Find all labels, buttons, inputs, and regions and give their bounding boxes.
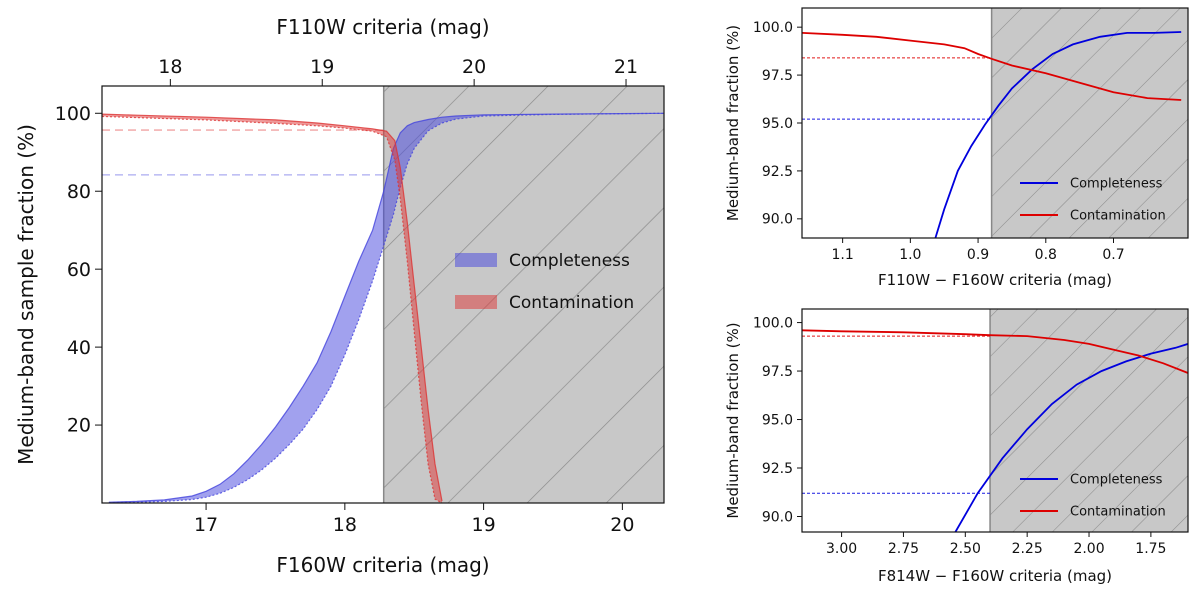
plot-area bbox=[802, 309, 1188, 532]
x-tick-label: 1.0 bbox=[899, 247, 921, 263]
plot-area bbox=[102, 86, 664, 503]
series-line-contamination bbox=[802, 329, 1188, 374]
x-axis-label: F110W − F160W criteria (mag) bbox=[878, 271, 1112, 289]
legend-label-completeness: Completeness bbox=[1070, 473, 1163, 488]
x2-axis-label: F110W criteria (mag) bbox=[276, 15, 489, 39]
plot-area bbox=[802, 8, 1188, 238]
x2-tick-label: 18 bbox=[158, 56, 182, 78]
x-tick-label: 2.25 bbox=[1012, 541, 1043, 557]
x-tick-label: 3.00 bbox=[826, 541, 857, 557]
x2-tick-label: 20 bbox=[462, 56, 486, 78]
x2-tick-label: 19 bbox=[310, 56, 334, 78]
top-right-panel: 1.1 1.0 0.9 0.8 0.7 90.0 92.5 95.0 97.5 100.0 F110… bbox=[724, 7, 1189, 289]
y-tick-label: 100.0 bbox=[753, 20, 793, 36]
x-tick-label: 20 bbox=[610, 514, 634, 536]
legend: Completeness Contamination bbox=[455, 251, 634, 313]
y-tick-label: 92.5 bbox=[762, 461, 793, 477]
x-axis-label: F160W criteria (mag) bbox=[276, 553, 489, 577]
y-tick-label: 80 bbox=[67, 181, 91, 203]
x-tick-label: 1.1 bbox=[831, 247, 853, 263]
band-upper-completeness bbox=[108, 112, 664, 503]
legend-swatch-completeness bbox=[455, 253, 497, 267]
axes-frame bbox=[101, 85, 665, 504]
x-tick-label: 2.50 bbox=[950, 541, 981, 557]
y-tick-label: 100 bbox=[55, 103, 91, 125]
main-panel: 17 18 19 20 20 40 60 80 100 18 19 20 21 F110W criteri… bbox=[14, 15, 665, 577]
legend: Completeness Contamination bbox=[1020, 473, 1166, 520]
x-tick-label: 0.9 bbox=[967, 247, 989, 263]
x-tick-label: 17 bbox=[194, 514, 218, 536]
band-completeness bbox=[108, 113, 664, 503]
axes-frame bbox=[801, 308, 1189, 533]
y-tick-label: 97.5 bbox=[762, 68, 793, 84]
y-tick-label: 95.0 bbox=[762, 116, 793, 132]
x-tick-label: 1.75 bbox=[1135, 541, 1166, 557]
y-tick-label: 60 bbox=[67, 259, 91, 281]
legend-label-completeness: Completeness bbox=[509, 251, 630, 271]
legend-label-contamination: Contamination bbox=[1070, 209, 1166, 224]
y-tick-label: 40 bbox=[67, 337, 91, 359]
band-upper-contamination bbox=[102, 113, 443, 502]
legend-swatch-contamination bbox=[455, 295, 497, 309]
y-tick-label: 97.5 bbox=[762, 364, 793, 380]
x-tick-label: 18 bbox=[333, 514, 357, 536]
bottom-right-panel: 3.00 2.75 2.50 2.25 2.00 1.75 90.0 92.5 95.0 97.5… bbox=[724, 308, 1189, 585]
x-tick-label: 19 bbox=[472, 514, 496, 536]
x-axis-label: F814W − F160W criteria (mag) bbox=[878, 567, 1112, 585]
series-line-contamination bbox=[802, 32, 1182, 101]
y-axis-label: Medium-band fraction (%) bbox=[724, 25, 742, 221]
hatch-overlay bbox=[990, 309, 1188, 532]
y-tick-label: 20 bbox=[67, 415, 91, 437]
legend: Completeness Contamination bbox=[1020, 177, 1166, 224]
series-line-completeness bbox=[954, 343, 1188, 532]
y-tick-label: 92.5 bbox=[762, 164, 793, 180]
x-tick-label: 0.8 bbox=[1035, 247, 1057, 263]
legend-label-completeness: Completeness bbox=[1070, 177, 1163, 192]
band-lower-completeness bbox=[108, 112, 664, 503]
y-tick-label: 90.0 bbox=[762, 509, 793, 525]
x-tick-label: 2.75 bbox=[888, 541, 919, 557]
legend-label-contamination: Contamination bbox=[509, 293, 634, 313]
y-tick-label: 95.0 bbox=[762, 412, 793, 428]
x2-tick-label: 21 bbox=[614, 56, 638, 78]
y-axis-label: Medium-band sample fraction (%) bbox=[14, 124, 38, 465]
y-tick-label: 100.0 bbox=[753, 315, 793, 331]
legend-label-contamination: Contamination bbox=[1070, 505, 1166, 520]
x-tick-label: 0.7 bbox=[1102, 247, 1124, 263]
y-axis-label: Medium-band fraction (%) bbox=[724, 322, 742, 518]
series-line-completeness bbox=[934, 31, 1182, 238]
hatch-overlay bbox=[991, 8, 1188, 238]
x-tick-label: 2.00 bbox=[1073, 541, 1104, 557]
y-tick-label: 90.0 bbox=[762, 212, 793, 228]
band-lower-contamination bbox=[102, 115, 443, 503]
